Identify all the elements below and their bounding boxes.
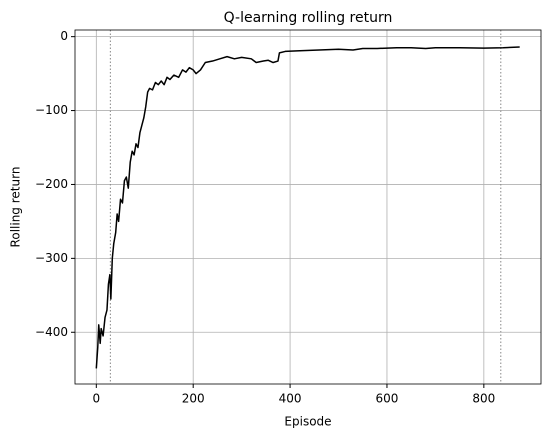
x-tick-label: 600: [376, 392, 399, 406]
line: [95, 46, 520, 369]
chart-title: Q-learning rolling return: [224, 10, 393, 26]
y-tick-label: 0: [60, 29, 68, 43]
y-tick-label: −200: [35, 177, 68, 191]
x-tick-label: 400: [279, 392, 302, 406]
x-tick-label: 200: [182, 392, 205, 406]
y-tick-label: −100: [35, 103, 68, 117]
y-tick-label: −400: [35, 325, 68, 339]
plot-frame: [74, 29, 542, 385]
x-tick-label: 800: [472, 392, 495, 406]
x-axis-label: Episode: [284, 415, 331, 429]
x-tick-label: 0: [92, 392, 100, 406]
y-axis-label: Rolling return: [9, 167, 23, 248]
y-tick-label: −300: [35, 251, 68, 265]
